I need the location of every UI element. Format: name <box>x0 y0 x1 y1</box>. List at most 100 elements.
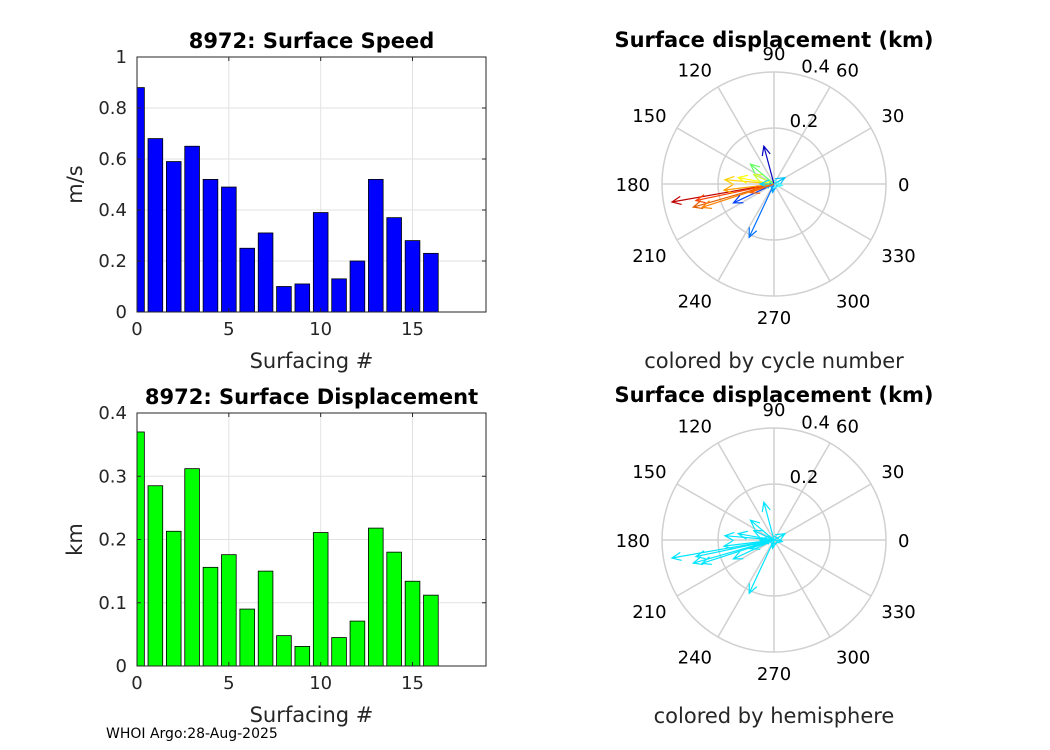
chart-title: 8972: Surface Displacement <box>145 385 478 409</box>
polar-spoke <box>676 127 775 185</box>
bar <box>331 637 347 667</box>
polar-spoke <box>773 483 872 541</box>
chart-title: 8972: Surface Speed <box>189 29 435 53</box>
radial-tick-label: 0.4 <box>801 412 830 433</box>
y-tick-label: 0 <box>116 302 127 323</box>
displacement-arrow <box>752 173 775 185</box>
polar-chart-1: 0 30 60 90 120 150 180 210 240 270 300 330 0.2 0.4 Sur… <box>614 28 933 373</box>
arrow-head <box>723 531 735 542</box>
arrow-head <box>723 175 735 186</box>
bar <box>349 260 366 313</box>
y-tick-label: 0.2 <box>98 530 127 551</box>
displacement-arrow <box>748 539 775 550</box>
polar-spoke <box>773 86 831 185</box>
chart-title: Surface displacement (km) <box>614 28 933 52</box>
y-axis-label: km <box>63 523 87 556</box>
bar <box>276 635 292 667</box>
chart-caption: colored by cycle number <box>644 349 904 373</box>
radial-tick-label: 0.2 <box>790 111 819 132</box>
bar <box>368 178 384 313</box>
displacement-arrow <box>772 535 784 545</box>
polar-spoke <box>676 483 775 541</box>
angle-label: 240 <box>678 647 712 668</box>
angle-label: 30 <box>881 462 904 483</box>
arrow-shaft <box>695 539 775 558</box>
arrow-head <box>748 227 758 239</box>
arrow-head <box>691 200 704 210</box>
radial-tick-label: 0.4 <box>801 56 830 77</box>
bar <box>257 570 274 667</box>
displacement-arrow <box>736 174 775 185</box>
displacement-arrow <box>722 539 775 550</box>
polar-spoke <box>717 539 775 638</box>
bar <box>294 283 311 313</box>
displacement-arrow <box>722 183 775 194</box>
angle-label: 0 <box>898 531 909 552</box>
bar <box>147 138 164 313</box>
displacement-arrow <box>761 500 775 541</box>
axes-box <box>136 56 487 313</box>
arrow-head <box>732 194 744 204</box>
arrow-shaft <box>753 173 775 185</box>
x-tick-label: 10 <box>309 673 332 694</box>
arrow-shaft <box>738 177 775 185</box>
angle-label: 90 <box>763 44 786 65</box>
polar-spoke <box>717 442 775 541</box>
bar <box>184 145 200 313</box>
bar <box>165 530 182 667</box>
bar <box>221 554 237 667</box>
angle-label: 60 <box>836 61 859 82</box>
arrow-shaft <box>695 183 775 202</box>
angle-label: 270 <box>757 664 791 685</box>
arrow-head <box>748 185 761 194</box>
bar <box>276 286 292 313</box>
arrow-head <box>772 535 784 545</box>
angle-label: 90 <box>763 400 786 421</box>
displacement-arrow <box>670 539 775 562</box>
angle-label: 150 <box>632 106 666 127</box>
displacement-arrow <box>694 183 775 204</box>
x-tick-label: 15 <box>401 673 424 694</box>
arrow-shaft <box>748 539 775 594</box>
polar-spoke <box>773 183 831 282</box>
y-tick-label: 0.4 <box>98 403 127 424</box>
arrow-head <box>694 550 706 560</box>
bar <box>312 212 329 313</box>
displacement-arrow <box>749 163 775 185</box>
arrow-shaft <box>723 539 775 547</box>
arrow-shaft <box>738 533 775 541</box>
x-tick-label: 0 <box>131 319 142 340</box>
angle-label: 330 <box>881 602 915 623</box>
y-tick-label: 1 <box>116 47 127 68</box>
arrow-head <box>749 519 761 530</box>
arrow-head <box>752 529 764 539</box>
arrow-head <box>694 194 706 204</box>
bar <box>257 232 274 313</box>
y-axis-label: m/s <box>63 165 87 203</box>
polar-chart-2: 0 30 60 90 120 150 180 210 240 270 300 330 0.2 0.4 Sur… <box>614 383 933 728</box>
arrow-head <box>670 551 682 562</box>
arrow-shaft <box>723 183 775 191</box>
displacement-arrow <box>723 175 775 186</box>
y-tick-label: 0.8 <box>98 98 127 119</box>
displacement-arrow <box>748 183 775 194</box>
bar <box>184 468 200 667</box>
radial-tick-label: 0.2 <box>790 467 819 488</box>
x-axis-label: Surfacing # <box>250 349 374 373</box>
arrow-shaft <box>773 177 786 185</box>
angle-label: 0 <box>898 175 909 196</box>
x-tick-label: 5 <box>223 673 234 694</box>
arrow-head <box>691 556 704 566</box>
arrow-head <box>732 550 744 560</box>
bar <box>202 178 219 313</box>
clip-mask <box>127 411 137 668</box>
bar <box>221 186 237 313</box>
y-tick-label: 0.6 <box>98 149 127 170</box>
bar <box>349 620 366 667</box>
arrow-shaft <box>724 535 775 541</box>
displacement-arrow <box>772 179 784 189</box>
bar-chart-2: 0 5 10 15 0 0.1 0.2 0.3 0.4 8972: Surface Displac… <box>63 385 487 727</box>
angle-label: 210 <box>632 246 666 267</box>
arrow-head <box>722 184 734 194</box>
